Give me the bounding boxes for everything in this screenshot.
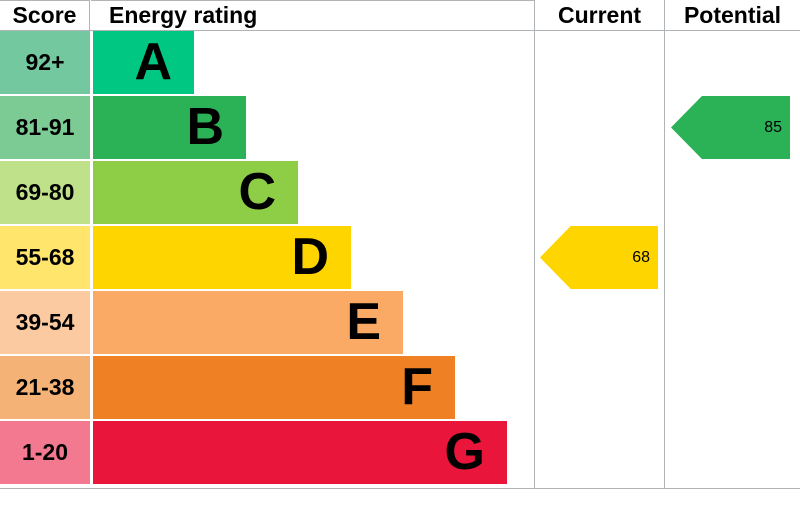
band-e-letter: E xyxy=(346,292,381,351)
band-g-score-range: 1-20 xyxy=(0,421,90,484)
potential-column-header: Potential xyxy=(665,0,800,30)
band-g-letter: G xyxy=(444,422,485,481)
band-b-letter: B xyxy=(186,97,224,156)
band-e-score-range: 39-54 xyxy=(0,291,90,354)
band-c-score-range: 69-80 xyxy=(0,161,90,224)
band-row-b: 81-91 B xyxy=(0,96,534,159)
band-b-bar: B xyxy=(93,96,246,159)
energy-rating-column-header: Energy rating xyxy=(91,0,534,30)
potential-rating-arrow: 85 xyxy=(671,96,790,159)
band-row-d: 55-68 D xyxy=(0,226,534,289)
current-rating-value: 68 xyxy=(632,248,650,266)
header-divider-line xyxy=(0,30,800,31)
band-e-bar: E xyxy=(93,291,403,354)
current-column-divider xyxy=(534,0,535,488)
current-column-header: Current xyxy=(535,0,664,30)
band-f-letter: F xyxy=(401,357,433,416)
band-a-letter: A xyxy=(134,32,172,91)
potential-rating-value: 85 xyxy=(764,118,782,136)
score-column-header: Score xyxy=(0,0,90,30)
band-rows: 92+ A 81-91 B 69-80 C 55-68 D 39-54 E 21… xyxy=(0,31,534,486)
band-row-f: 21-38 F xyxy=(0,356,534,419)
band-row-a: 92+ A xyxy=(0,31,534,94)
potential-column-divider xyxy=(664,0,665,488)
band-b-score-range: 81-91 xyxy=(0,96,90,159)
band-row-c: 69-80 C xyxy=(0,161,534,224)
chart-bottom-line xyxy=(0,488,800,489)
band-f-score-range: 21-38 xyxy=(0,356,90,419)
band-g-bar: G xyxy=(93,421,507,484)
band-row-g: 1-20 G xyxy=(0,421,534,484)
band-d-bar: D xyxy=(93,226,351,289)
band-f-bar: F xyxy=(93,356,455,419)
band-c-letter: C xyxy=(238,162,276,221)
band-d-score-range: 55-68 xyxy=(0,226,90,289)
band-row-e: 39-54 E xyxy=(0,291,534,354)
current-rating-arrow: 68 xyxy=(540,226,658,289)
band-a-score-range: 92+ xyxy=(0,31,90,94)
band-a-bar: A xyxy=(93,31,194,94)
band-c-bar: C xyxy=(93,161,298,224)
band-d-letter: D xyxy=(291,227,329,286)
